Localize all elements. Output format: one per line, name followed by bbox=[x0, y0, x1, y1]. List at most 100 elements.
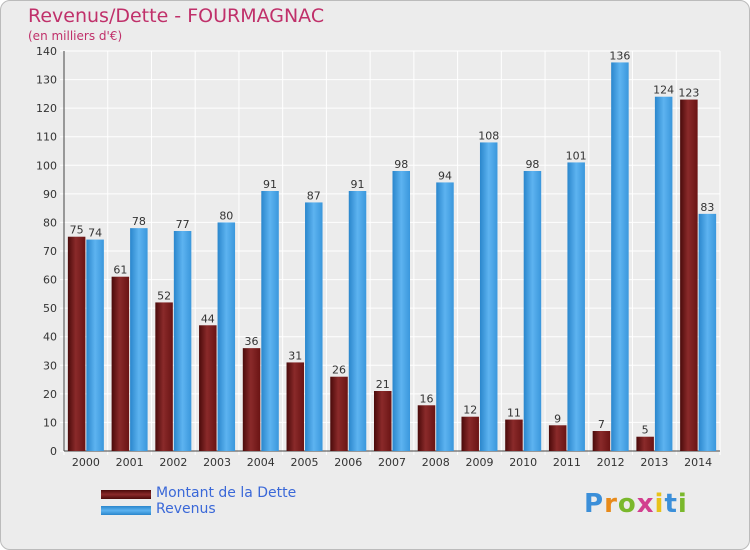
debt-value-label: 31 bbox=[288, 349, 302, 362]
debt-bar bbox=[242, 348, 261, 451]
legend-swatch-revenue bbox=[101, 506, 151, 515]
debt-value-label: 75 bbox=[70, 224, 84, 237]
x-tick-label: 2014 bbox=[684, 456, 712, 469]
revenue-bar bbox=[611, 62, 629, 452]
debt-bar bbox=[548, 425, 567, 451]
x-tick-label: 2013 bbox=[640, 456, 668, 469]
y-tick-label: 140 bbox=[36, 45, 57, 58]
x-tick-label: 2008 bbox=[422, 456, 450, 469]
debt-value-label: 11 bbox=[507, 407, 521, 420]
y-tick-label: 50 bbox=[43, 302, 57, 315]
y-tick-label: 110 bbox=[36, 131, 57, 144]
revenue-value-label: 91 bbox=[351, 178, 365, 191]
revenue-value-label: 77 bbox=[176, 218, 190, 231]
x-tick-label: 2007 bbox=[378, 456, 406, 469]
logo-letter: r bbox=[604, 489, 618, 519]
revenue-bar bbox=[261, 191, 279, 451]
proxiti-logo: Proxiti bbox=[584, 489, 688, 519]
y-tick-label: 120 bbox=[36, 102, 57, 115]
x-tick-label: 2006 bbox=[334, 456, 362, 469]
revenue-bar bbox=[217, 222, 236, 451]
y-tick-label: 20 bbox=[43, 388, 57, 401]
revenue-value-label: 108 bbox=[478, 129, 499, 142]
y-tick-label: 40 bbox=[43, 331, 57, 344]
y-tick-label: 80 bbox=[43, 216, 57, 229]
revenue-value-label: 98 bbox=[525, 158, 539, 171]
debt-bar bbox=[330, 376, 348, 451]
x-tick-label: 2011 bbox=[553, 456, 581, 469]
debt-bar bbox=[286, 362, 305, 451]
y-tick-label: 130 bbox=[36, 74, 57, 87]
logo-letter: o bbox=[617, 489, 637, 519]
debt-value-label: 16 bbox=[419, 392, 433, 405]
logo-letter: t bbox=[664, 489, 678, 519]
debt-value-label: 26 bbox=[332, 364, 346, 377]
revenue-bar bbox=[567, 162, 585, 451]
x-tick-label: 2009 bbox=[465, 456, 493, 469]
y-tick-label: 30 bbox=[43, 359, 57, 372]
revenue-bar bbox=[173, 231, 192, 451]
chart-title: Revenus/Dette - FOURMAGNAC bbox=[28, 5, 325, 27]
revenue-bar bbox=[654, 96, 673, 451]
debt-value-label: 123 bbox=[678, 87, 699, 100]
revenue-value-label: 98 bbox=[394, 158, 408, 171]
revenue-value-label: 83 bbox=[700, 201, 714, 214]
y-tick-label: 10 bbox=[43, 416, 57, 429]
x-tick-label: 2012 bbox=[597, 456, 625, 469]
revenue-value-label: 101 bbox=[566, 149, 587, 162]
revenue-value-label: 91 bbox=[263, 178, 277, 191]
logo-letter: x bbox=[636, 489, 655, 519]
x-tick-label: 2002 bbox=[159, 456, 187, 469]
chart-subtitle: (en milliers d'€) bbox=[28, 29, 123, 43]
debt-value-label: 61 bbox=[113, 264, 127, 277]
debt-bar bbox=[111, 276, 130, 451]
debt-value-label: 7 bbox=[598, 418, 605, 431]
revenue-value-label: 80 bbox=[219, 209, 233, 222]
debt-value-label: 36 bbox=[245, 335, 259, 348]
revenue-value-label: 87 bbox=[307, 189, 321, 202]
revenue-bar bbox=[130, 228, 148, 451]
debt-bar bbox=[505, 419, 523, 451]
revenue-value-label: 136 bbox=[609, 49, 630, 62]
debt-bar bbox=[417, 405, 436, 451]
y-tick-label: 100 bbox=[36, 159, 57, 172]
debt-value-label: 5 bbox=[642, 424, 649, 437]
x-tick-label: 2003 bbox=[203, 456, 231, 469]
debt-value-label: 9 bbox=[554, 412, 561, 425]
legend-swatch-debt bbox=[101, 490, 151, 499]
y-tick-label: 60 bbox=[43, 274, 57, 287]
revenue-value-label: 74 bbox=[88, 227, 102, 240]
revenue-bar bbox=[523, 171, 542, 451]
debt-value-label: 44 bbox=[201, 312, 215, 325]
x-tick-label: 2001 bbox=[116, 456, 144, 469]
revenue-bar bbox=[305, 202, 323, 451]
revenue-bar bbox=[479, 142, 498, 451]
y-tick-label: 70 bbox=[43, 245, 57, 258]
x-tick-label: 2005 bbox=[291, 456, 319, 469]
revenue-value-label: 124 bbox=[653, 84, 674, 97]
debt-bar bbox=[155, 302, 173, 451]
logo-letter: i bbox=[677, 489, 688, 519]
debt-bar bbox=[680, 99, 698, 452]
legend-label-revenue: Revenus bbox=[156, 501, 216, 517]
revenue-value-label: 78 bbox=[132, 215, 146, 228]
legend-label-debt: Montant de la Dette bbox=[156, 485, 297, 501]
debt-bar bbox=[199, 325, 217, 451]
y-tick-label: 90 bbox=[43, 188, 57, 201]
logo-letter: i bbox=[654, 489, 665, 519]
debt-value-label: 12 bbox=[463, 404, 477, 417]
revenue-bar bbox=[698, 213, 717, 451]
debt-bar bbox=[636, 436, 654, 451]
revenue-value-label: 94 bbox=[438, 169, 452, 182]
revenue-bar bbox=[436, 182, 454, 451]
debt-bar bbox=[374, 391, 392, 451]
debt-bar bbox=[67, 236, 86, 451]
logo-letter: P bbox=[584, 489, 605, 519]
revenue-bar bbox=[348, 191, 367, 451]
x-tick-label: 2000 bbox=[72, 456, 100, 469]
debt-value-label: 52 bbox=[157, 289, 171, 302]
debt-bar bbox=[592, 431, 611, 451]
debt-value-label: 21 bbox=[376, 378, 390, 391]
